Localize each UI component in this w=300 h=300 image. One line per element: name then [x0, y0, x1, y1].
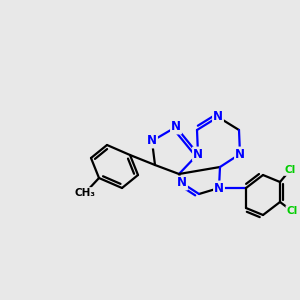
Text: CH₃: CH₃ [74, 188, 95, 198]
Text: Cl: Cl [286, 206, 298, 216]
Text: Cl: Cl [284, 165, 296, 175]
Text: N: N [177, 176, 187, 190]
Text: N: N [171, 121, 181, 134]
Text: N: N [214, 182, 224, 194]
Text: N: N [193, 148, 203, 160]
Text: N: N [235, 148, 245, 160]
Text: N: N [213, 110, 223, 124]
Text: N: N [147, 134, 157, 148]
